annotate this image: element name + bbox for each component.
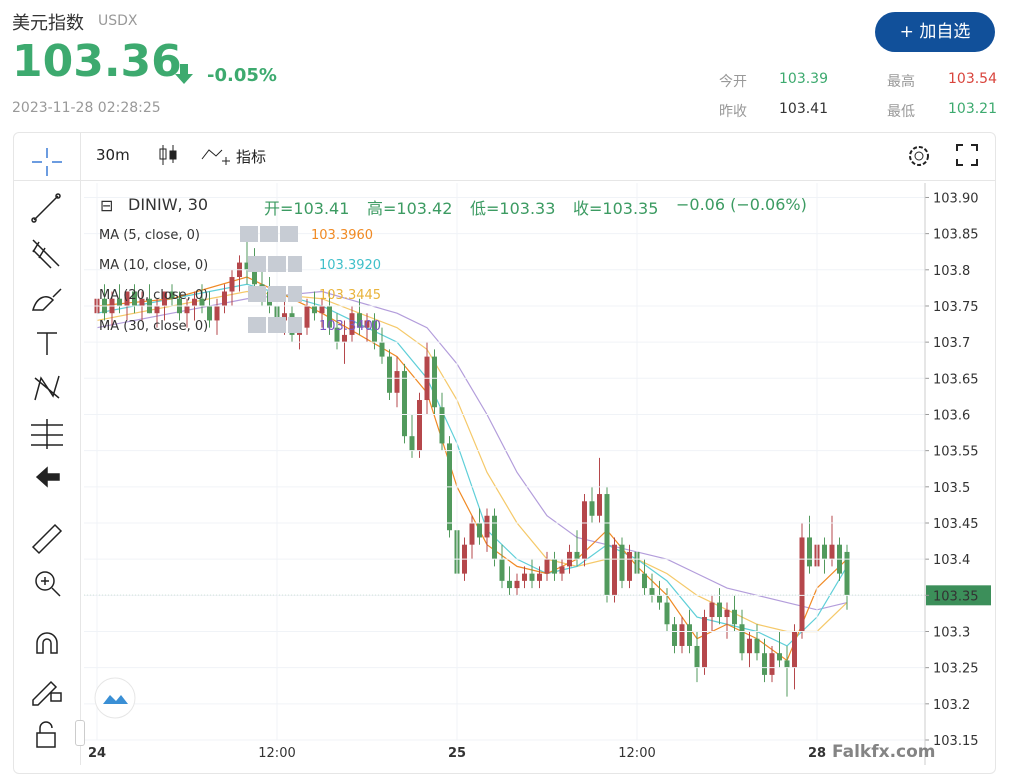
y-tick-label: 103.15	[933, 734, 979, 749]
back-tool[interactable]	[35, 466, 60, 488]
stat-value: 103.54	[948, 71, 997, 87]
legend-low: 低=103.33	[470, 199, 556, 218]
legend-symbol: DINIW, 30	[128, 195, 209, 214]
y-tick-label: 103.65	[933, 372, 979, 387]
y-tick-label: 103.4	[933, 553, 970, 568]
symbol: USDX	[98, 13, 138, 29]
ma-value: 103.3445	[319, 288, 382, 303]
legend-toggle[interactable]: ⊟	[100, 196, 114, 215]
x-tick-label: 28	[808, 746, 826, 761]
x-tick-label: 12:00	[258, 746, 295, 761]
indicator-icon[interactable]	[200, 145, 234, 165]
toolbar-divider	[13, 180, 995, 181]
brush-tool[interactable]	[32, 288, 62, 311]
ma-name: MA (30, close, 0)	[99, 319, 209, 334]
measure-tool[interactable]	[31, 419, 63, 449]
y-tick-label: 103.90	[933, 191, 979, 206]
settings-icon[interactable]	[906, 143, 932, 169]
y-tick-label: 103.85	[933, 228, 979, 243]
legend-high: 高=103.42	[367, 199, 453, 218]
add-button[interactable]: + 加自选	[875, 12, 995, 52]
y-tick-label: 103.3	[933, 625, 970, 640]
collapse-toolbar[interactable]	[75, 720, 85, 746]
lock-tool[interactable]	[36, 721, 56, 748]
ma-line	[96, 290, 848, 611]
crosshair-tool[interactable]	[32, 148, 62, 176]
indicators[interactable]: 指标	[236, 148, 267, 166]
y-tick-label: 103.55	[933, 445, 979, 460]
ruler-tool[interactable]	[31, 523, 63, 555]
fib-tool[interactable]	[32, 239, 60, 269]
fullscreen-icon[interactable]	[955, 143, 979, 167]
y-tick-label: 103.2	[933, 698, 970, 713]
magnet-tool[interactable]	[36, 632, 58, 654]
ma-name: MA (20, close, 0)	[99, 288, 209, 303]
stat-value: 103.21	[948, 101, 997, 117]
ma-value: 103.3920	[319, 258, 382, 273]
ma-value: 103.3400	[319, 319, 382, 334]
change: -0.05%	[207, 65, 277, 86]
y-tick-label: 103.8	[933, 264, 970, 279]
y-tick-label: 103.45	[933, 517, 979, 532]
y-tick-label: 103.25	[933, 662, 979, 677]
stat-label: 最低	[887, 104, 915, 120]
zoom-tool[interactable]	[35, 571, 61, 597]
stat-label: 最高	[887, 74, 915, 90]
y-tick-label: 103.7	[933, 336, 970, 351]
stat-label: 今开	[719, 74, 747, 90]
x-tick-label: 25	[448, 746, 466, 761]
price: 103.36	[12, 36, 182, 87]
candle-icon[interactable]	[157, 143, 179, 167]
ma-name: MA (10, close, 0)	[99, 258, 209, 273]
x-tick-label: 24	[88, 746, 106, 761]
line-tool[interactable]	[31, 193, 61, 223]
legend-open: 开=103.41	[264, 199, 350, 218]
ma-name: MA (5, close, 0)	[99, 228, 200, 243]
ma-value: 103.3960	[311, 228, 374, 243]
ma-line	[96, 283, 848, 647]
legend-close: 收=103.35	[573, 199, 659, 218]
y-tick-label: 103.35	[933, 589, 979, 604]
y-tick-label: 103.6	[933, 408, 970, 423]
pattern-tool[interactable]	[34, 375, 60, 401]
watermark: Falkfx.com	[832, 742, 936, 762]
title: 美元指数	[12, 13, 84, 34]
side-divider	[80, 132, 81, 765]
y-tick-label: 103.5	[933, 481, 970, 496]
interval[interactable]: 30m	[96, 146, 130, 164]
stat-value: 103.39	[779, 71, 828, 87]
down-arrow	[175, 64, 193, 84]
y-tick-label: 103.75	[933, 300, 979, 315]
ma-controls[interactable]	[240, 226, 302, 336]
last-price-box	[926, 585, 991, 606]
left-toolbar	[31, 148, 63, 748]
text-tool[interactable]	[37, 332, 57, 355]
legend-change: −0.06 (−0.06%)	[676, 195, 807, 214]
x-tick-label: 12:00	[618, 746, 655, 761]
stat-label: 昨收	[719, 104, 747, 120]
stat-value: 103.41	[779, 101, 828, 117]
logo[interactable]	[93, 676, 137, 720]
timestamp: 2023-11-28 02:28:25	[12, 100, 161, 116]
lock-draw-tool[interactable]	[32, 680, 62, 706]
